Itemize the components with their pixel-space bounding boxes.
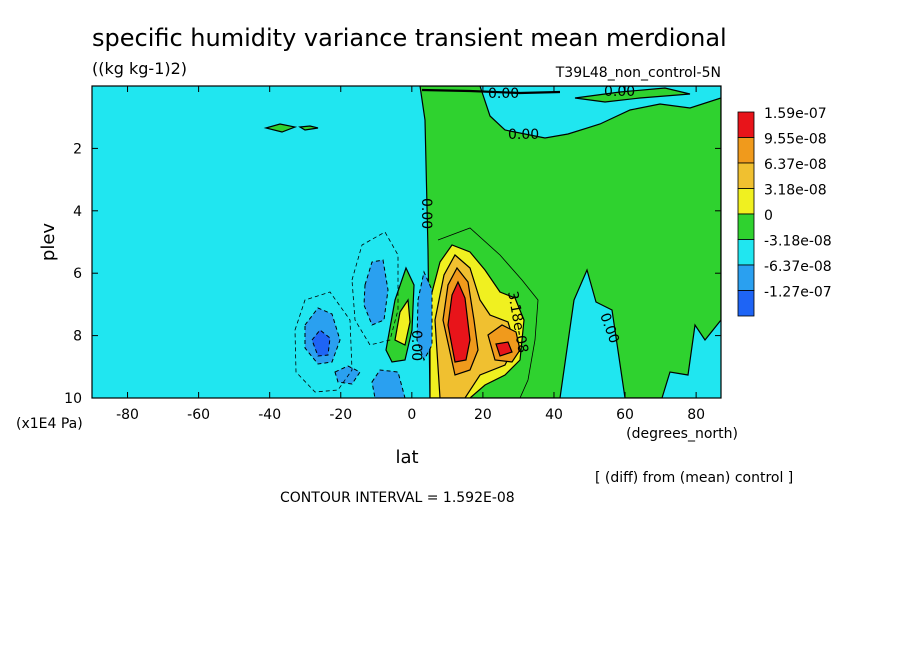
y-axis-units: (x1E4 Pa) bbox=[16, 416, 83, 432]
legend-swatch bbox=[737, 290, 755, 317]
legend-label: -3.18e-08 bbox=[764, 234, 832, 250]
chart-units: ((kg kg-1)2) bbox=[92, 59, 187, 78]
y-tick-label: 6 bbox=[73, 266, 82, 282]
run-label: T39L48_non_control-5N bbox=[555, 65, 721, 81]
x-tick-label: 60 bbox=[616, 407, 634, 423]
top-green-strip bbox=[574, 87, 691, 103]
x-tick-label: 20 bbox=[474, 407, 492, 423]
y-tick-label: 2 bbox=[73, 141, 82, 157]
y-axis: 2 4 6 8 10 bbox=[64, 141, 721, 407]
x-tick-label: 80 bbox=[687, 407, 705, 423]
secondary-red bbox=[495, 341, 513, 357]
y-tick-label: 8 bbox=[73, 329, 82, 345]
small-positive-blob-2 bbox=[298, 125, 319, 131]
positive-patch-south-core bbox=[394, 298, 411, 346]
x-axis: -80 -60 -40 -20 0 20 40 60 80 bbox=[116, 86, 705, 423]
legend-swatch bbox=[737, 162, 755, 189]
legend-label: 9.55e-08 bbox=[764, 132, 827, 148]
contour-interval: CONTOUR INTERVAL = 1.592E-08 bbox=[280, 490, 515, 506]
legend-swatch bbox=[737, 188, 755, 215]
x-tick-label: -80 bbox=[116, 407, 139, 423]
y-tick-label: 10 bbox=[64, 391, 82, 407]
top-contour-line bbox=[421, 88, 561, 95]
legend-swatch bbox=[737, 111, 755, 138]
legend-label: -1.27e-07 bbox=[764, 285, 832, 301]
x-tick-label: -60 bbox=[187, 407, 210, 423]
maximum-red bbox=[447, 280, 471, 363]
x-axis-units: (degrees_north) bbox=[626, 426, 738, 442]
contour-label: 0.00 bbox=[488, 86, 519, 102]
x-tick-label: -20 bbox=[329, 407, 352, 423]
plot-area bbox=[92, 86, 721, 398]
dashed-contour-2 bbox=[351, 231, 399, 346]
small-positive-blob bbox=[263, 123, 298, 133]
negative-patch-2 bbox=[363, 259, 389, 326]
negative-patch-3 bbox=[334, 365, 361, 385]
legend-label: 1.59e-07 bbox=[764, 106, 827, 122]
legend-label: 6.37e-08 bbox=[764, 157, 827, 173]
plot-frame bbox=[91, 85, 722, 399]
contour-label: 0.00 bbox=[418, 198, 434, 229]
chart-title: specific humidity variance transient mea… bbox=[92, 24, 727, 52]
legend-swatch bbox=[737, 213, 755, 240]
legend-label: -6.37e-08 bbox=[764, 259, 832, 275]
contour-label: 0.00 bbox=[508, 127, 539, 143]
contour-label: 0.00 bbox=[604, 84, 635, 100]
thin-contour-north bbox=[437, 227, 539, 398]
y-tick-label: 4 bbox=[73, 204, 82, 220]
contour-label: 0.00 bbox=[408, 330, 424, 361]
legend-swatch bbox=[737, 264, 755, 291]
negative-patch-4 bbox=[371, 369, 406, 398]
legend-swatch bbox=[737, 239, 755, 266]
negative-core-1 bbox=[311, 329, 331, 357]
upper-cyan-intrusion bbox=[479, 86, 721, 139]
x-tick-label: 0 bbox=[407, 407, 416, 423]
y-axis-label: plev bbox=[38, 223, 59, 262]
negative-patch-5 bbox=[416, 270, 433, 362]
x-tick-label: -40 bbox=[258, 407, 281, 423]
dashed-contour-1 bbox=[294, 291, 353, 393]
x-axis-label: lat bbox=[395, 447, 418, 468]
legend: 1.59e-07 9.55e-08 6.37e-08 3.18e-08 0 -3.18e-… bbox=[737, 106, 832, 317]
legend-swatch bbox=[737, 137, 755, 164]
legend-label: 3.18e-08 bbox=[764, 183, 827, 199]
x-tick-label: 40 bbox=[545, 407, 563, 423]
legend-label: 0 bbox=[764, 208, 773, 224]
diff-note: [ (diff) from (mean) control ] bbox=[595, 470, 793, 486]
